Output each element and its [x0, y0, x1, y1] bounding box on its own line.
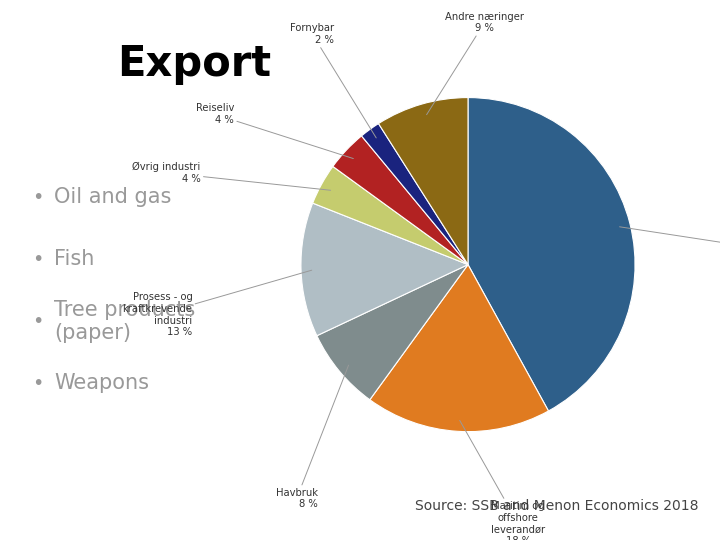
Text: Øvrig industri
4 %: Øvrig industri 4 %	[132, 162, 330, 190]
Text: Oil and gas: Oil and gas	[54, 187, 171, 207]
Wedge shape	[370, 265, 549, 431]
Text: Tree products
(paper): Tree products (paper)	[54, 300, 195, 343]
Text: Olje og gass
42 %: Olje og gass 42 %	[620, 227, 720, 259]
Wedge shape	[333, 136, 468, 265]
Text: •: •	[32, 374, 44, 393]
Text: Fornybar
2 %: Fornybar 2 %	[290, 23, 377, 138]
Text: Fish: Fish	[54, 249, 94, 269]
Text: Export: Export	[117, 43, 271, 85]
Text: •: •	[32, 249, 44, 269]
Wedge shape	[317, 265, 468, 400]
Text: Reiseliv
4 %: Reiseliv 4 %	[196, 104, 354, 159]
Wedge shape	[301, 203, 468, 336]
Wedge shape	[468, 98, 635, 411]
Wedge shape	[312, 166, 468, 265]
Text: Andre næringer
9 %: Andre næringer 9 %	[427, 11, 524, 114]
Text: •: •	[32, 187, 44, 207]
Text: Weapons: Weapons	[54, 373, 149, 394]
Wedge shape	[361, 124, 468, 265]
Text: Havbruk
8 %: Havbruk 8 %	[276, 365, 348, 509]
Text: Source: SSB and Menon Economics 2018: Source: SSB and Menon Economics 2018	[415, 499, 698, 513]
Text: •: •	[32, 312, 44, 331]
Text: Prosess - og
kraftkrevende
industri
13 %: Prosess - og kraftkrevende industri 13 %	[122, 270, 312, 337]
Text: Maritim og
offshore
leverandør
18 %: Maritim og offshore leverandør 18 %	[459, 420, 545, 540]
Wedge shape	[379, 98, 468, 265]
